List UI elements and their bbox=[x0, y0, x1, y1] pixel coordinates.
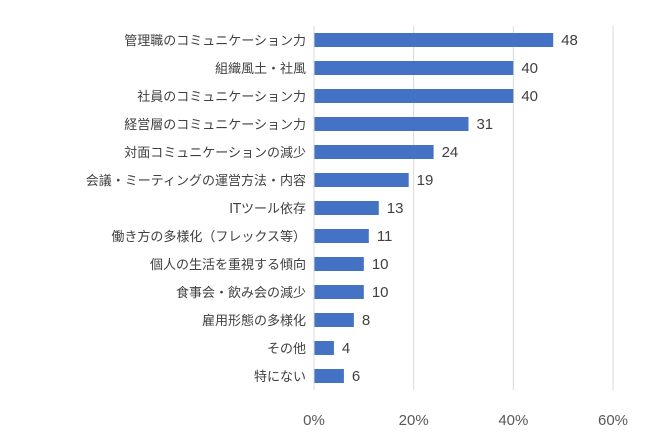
bar bbox=[314, 313, 354, 327]
category-label: 社員のコミュニケーション力 bbox=[137, 89, 306, 105]
category-label: その他 bbox=[267, 342, 306, 357]
value-label: 48 bbox=[561, 32, 578, 49]
value-label: 31 bbox=[476, 116, 493, 133]
bar bbox=[314, 117, 469, 131]
x-tick-label: 20% bbox=[399, 412, 429, 429]
value-label: 19 bbox=[417, 172, 434, 189]
category-label: 特にない bbox=[254, 370, 306, 385]
category-label: 雇用形態の多様化 bbox=[202, 313, 306, 329]
x-tick-label: 0% bbox=[303, 412, 325, 429]
value-label: 24 bbox=[442, 144, 459, 161]
category-label: 管理職のコミュニケーション力 bbox=[124, 34, 306, 49]
bar bbox=[314, 61, 514, 75]
category-label: 経営層のコミュニケーション力 bbox=[124, 118, 306, 133]
category-label: 組織風土・社風 bbox=[215, 61, 306, 77]
value-label: 11 bbox=[377, 228, 393, 245]
bar bbox=[314, 89, 514, 103]
value-label: 40 bbox=[521, 60, 538, 77]
category-label: 食事会・飲み会の減少 bbox=[176, 285, 306, 301]
bar bbox=[314, 173, 409, 187]
bar bbox=[314, 145, 434, 159]
value-label: 10 bbox=[372, 256, 389, 273]
x-tick-label: 60% bbox=[598, 412, 628, 429]
x-tick-label: 40% bbox=[498, 412, 528, 429]
value-label: 4 bbox=[342, 340, 350, 357]
category-label: 会議・ミーティングの運営方法・内容 bbox=[86, 173, 306, 189]
bar bbox=[314, 257, 364, 271]
value-label: 10 bbox=[372, 284, 389, 301]
value-label: 13 bbox=[387, 200, 404, 217]
bar bbox=[314, 341, 334, 355]
bar bbox=[314, 201, 379, 215]
bar bbox=[314, 229, 369, 243]
value-label: 6 bbox=[352, 368, 360, 385]
category-label: 対面コミュニケーションの減少 bbox=[124, 145, 306, 161]
bar bbox=[314, 33, 554, 47]
bar bbox=[314, 285, 364, 299]
value-label: 8 bbox=[362, 312, 370, 329]
bar bbox=[314, 369, 344, 383]
category-label: ITツール依存 bbox=[229, 202, 306, 217]
category-label: 個人の生活を重視する傾向 bbox=[150, 257, 306, 273]
category-label: 働き方の多様化（フレックス等） bbox=[111, 229, 306, 245]
value-label: 40 bbox=[521, 88, 538, 105]
